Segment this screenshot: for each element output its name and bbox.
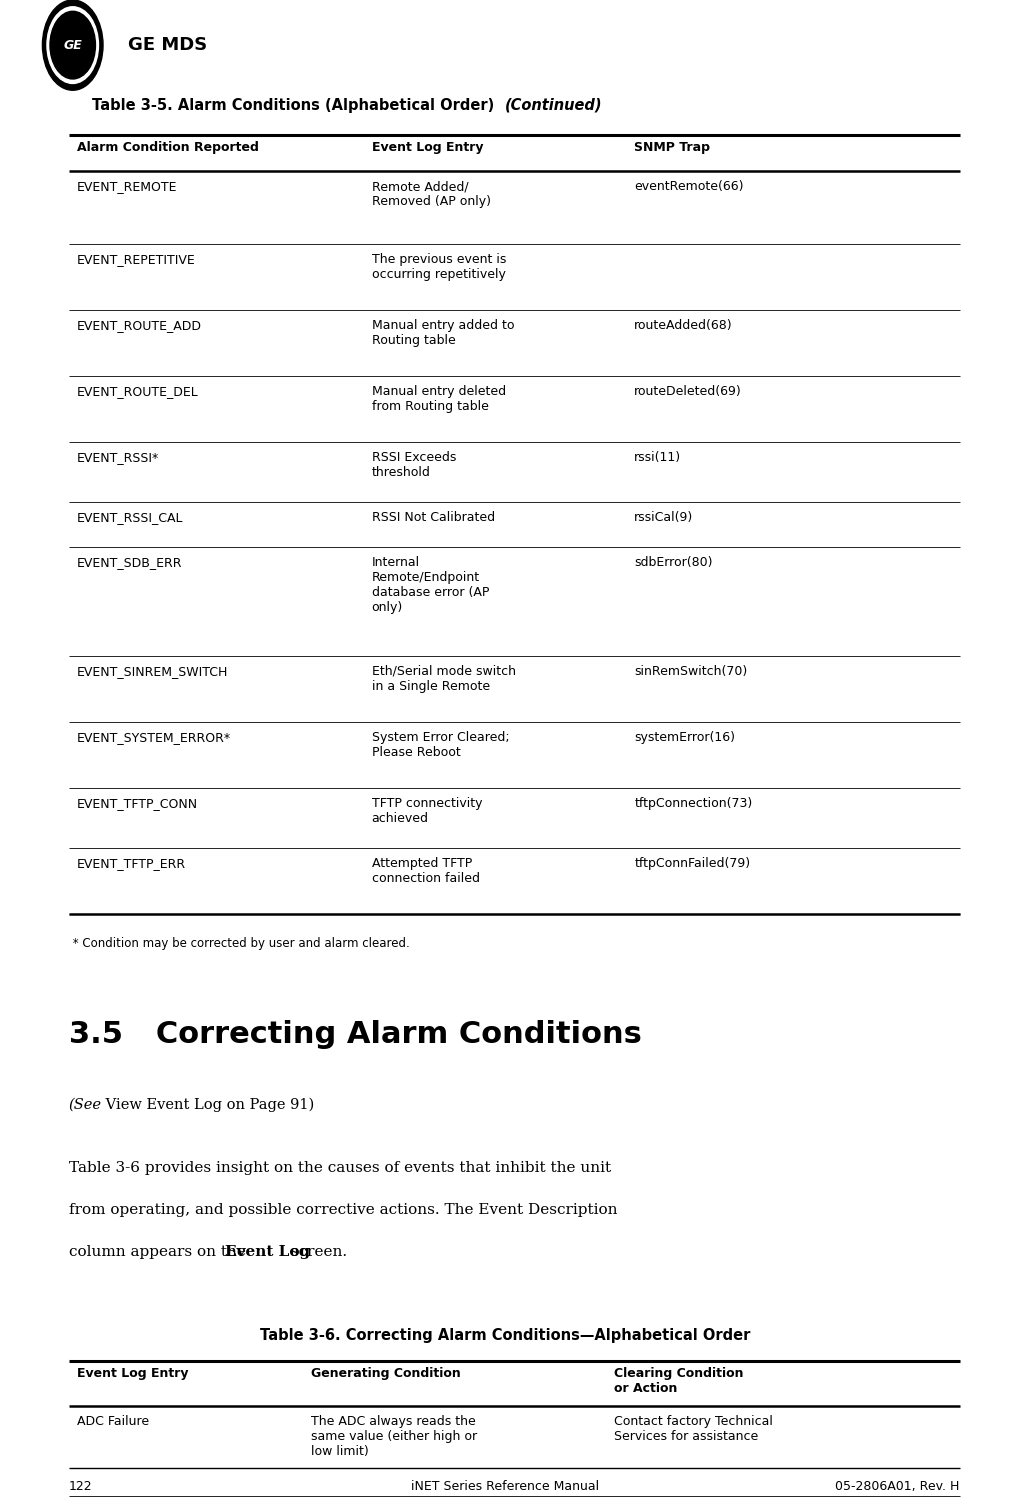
Text: EVENT_REPETITIVE: EVENT_REPETITIVE <box>77 253 196 266</box>
Text: TFTP connectivity
achieved: TFTP connectivity achieved <box>372 797 482 826</box>
Text: Clearing Condition
or Action: Clearing Condition or Action <box>614 1367 743 1396</box>
Text: systemError(16): systemError(16) <box>634 731 735 744</box>
Text: EVENT_SYSTEM_ERROR*: EVENT_SYSTEM_ERROR* <box>77 731 231 744</box>
Text: (See: (See <box>69 1098 102 1111</box>
Text: iNET Series Reference Manual: iNET Series Reference Manual <box>411 1480 599 1493</box>
Text: Manual entry added to
Routing table: Manual entry added to Routing table <box>372 319 514 347</box>
Text: GE MDS: GE MDS <box>128 36 207 54</box>
Text: 122: 122 <box>69 1480 92 1493</box>
Text: screen.: screen. <box>286 1245 347 1259</box>
Text: routeDeleted(69): routeDeleted(69) <box>634 385 742 399</box>
Text: (Continued): (Continued) <box>505 98 603 113</box>
Text: * Condition may be corrected by user and alarm cleared.: * Condition may be corrected by user and… <box>69 937 409 951</box>
Text: EVENT_SDB_ERR: EVENT_SDB_ERR <box>77 556 182 570</box>
Text: sinRemSwitch(70): sinRemSwitch(70) <box>634 665 747 678</box>
Circle shape <box>47 8 98 84</box>
Text: Event Log Entry: Event Log Entry <box>372 141 483 155</box>
Circle shape <box>42 0 103 90</box>
Text: EVENT_ROUTE_ADD: EVENT_ROUTE_ADD <box>77 319 202 332</box>
Text: Eth/Serial mode switch
in a Single Remote: Eth/Serial mode switch in a Single Remot… <box>372 665 516 693</box>
Text: EVENT_RSSI_CAL: EVENT_RSSI_CAL <box>77 511 183 525</box>
Text: Remote Added/
Removed (AP only): Remote Added/ Removed (AP only) <box>372 180 491 209</box>
Circle shape <box>50 12 95 80</box>
Text: Attempted TFTP
connection failed: Attempted TFTP connection failed <box>372 857 480 886</box>
Text: View Event Log on Page 91): View Event Log on Page 91) <box>101 1098 314 1113</box>
Text: Correcting Alarm Conditions: Correcting Alarm Conditions <box>124 1020 642 1048</box>
Text: ADC Failure: ADC Failure <box>77 1415 148 1429</box>
Text: EVENT_ROUTE_DEL: EVENT_ROUTE_DEL <box>77 385 199 399</box>
Text: RSSI Exceeds
threshold: RSSI Exceeds threshold <box>372 451 457 480</box>
Text: Contact factory Technical
Services for assistance: Contact factory Technical Services for a… <box>614 1415 773 1444</box>
Text: 3.5: 3.5 <box>69 1020 122 1048</box>
Text: Table 3-6 provides insight on the causes of events that inhibit the unit: Table 3-6 provides insight on the causes… <box>69 1161 611 1175</box>
Text: The previous event is
occurring repetitively: The previous event is occurring repetiti… <box>372 253 506 281</box>
Text: tftpConnection(73): tftpConnection(73) <box>634 797 752 811</box>
Text: EVENT_TFTP_CONN: EVENT_TFTP_CONN <box>77 797 198 811</box>
Text: EVENT_RSSI*: EVENT_RSSI* <box>77 451 159 465</box>
Text: RSSI Not Calibrated: RSSI Not Calibrated <box>372 511 495 525</box>
Text: Event Log Entry: Event Log Entry <box>77 1367 188 1381</box>
Text: Event Log: Event Log <box>225 1245 310 1259</box>
Text: Table 3-5. Alarm Conditions (Alphabetical Order): Table 3-5. Alarm Conditions (Alphabetica… <box>93 98 505 113</box>
Text: Manual entry deleted
from Routing table: Manual entry deleted from Routing table <box>372 385 506 414</box>
Text: sdbError(80): sdbError(80) <box>634 556 713 570</box>
Text: from operating, and possible corrective actions. The Event Description: from operating, and possible corrective … <box>69 1203 617 1217</box>
Text: SNMP Trap: SNMP Trap <box>634 141 710 155</box>
Text: column appears on the: column appears on the <box>69 1245 250 1259</box>
Text: eventRemote(66): eventRemote(66) <box>634 180 743 194</box>
Text: EVENT_REMOTE: EVENT_REMOTE <box>77 180 178 194</box>
Text: The ADC always reads the
same value (either high or
low limit): The ADC always reads the same value (eit… <box>311 1415 477 1459</box>
Text: GE: GE <box>64 39 82 51</box>
Text: 05-2806A01, Rev. H: 05-2806A01, Rev. H <box>835 1480 960 1493</box>
Text: rssi(11): rssi(11) <box>634 451 682 465</box>
Text: System Error Cleared;
Please Reboot: System Error Cleared; Please Reboot <box>372 731 509 760</box>
Text: EVENT_TFTP_ERR: EVENT_TFTP_ERR <box>77 857 186 871</box>
Text: Table 3-6. Correcting Alarm Conditions—Alphabetical Order: Table 3-6. Correcting Alarm Conditions—A… <box>260 1328 750 1343</box>
Text: Alarm Condition Reported: Alarm Condition Reported <box>77 141 259 155</box>
Text: EVENT_SINREM_SWITCH: EVENT_SINREM_SWITCH <box>77 665 228 678</box>
Text: tftpConnFailed(79): tftpConnFailed(79) <box>634 857 750 871</box>
Text: routeAdded(68): routeAdded(68) <box>634 319 733 332</box>
Text: rssiCal(9): rssiCal(9) <box>634 511 694 525</box>
Text: Internal
Remote/Endpoint
database error (AP
only): Internal Remote/Endpoint database error … <box>372 556 489 615</box>
Text: Generating Condition: Generating Condition <box>311 1367 461 1381</box>
